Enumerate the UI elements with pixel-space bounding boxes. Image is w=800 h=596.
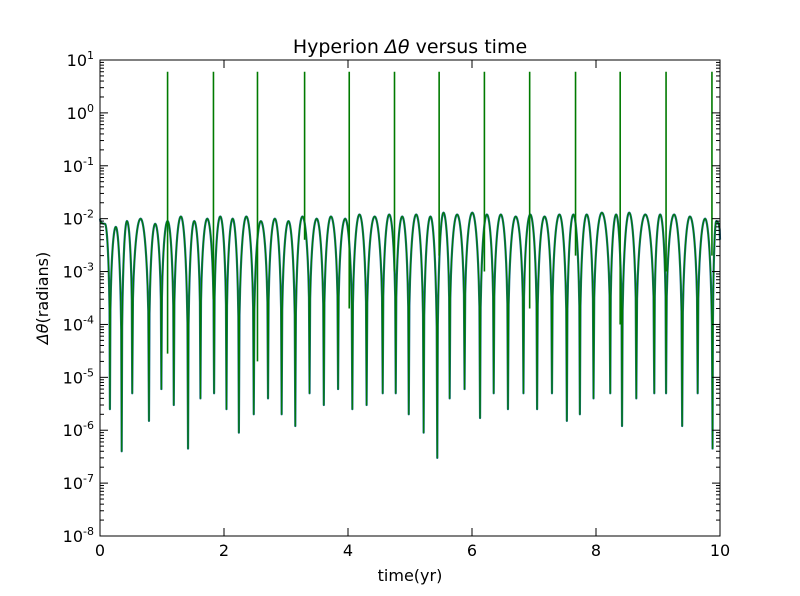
title-post: versus time <box>410 36 528 58</box>
x-axis-title: time(yr) <box>378 566 443 585</box>
y-axis-title: Δθ(radians) <box>33 252 52 346</box>
y-tick-label: 10-3 <box>63 261 94 282</box>
y-tick-label: 10-5 <box>63 366 94 387</box>
x-tick-label: 4 <box>343 541 353 560</box>
x-tick-label: 0 <box>95 541 105 560</box>
y-axis-title-rest: (radians) <box>33 252 52 324</box>
y-tick-label: 10-6 <box>63 419 94 440</box>
x-tick-label: 6 <box>467 541 477 560</box>
series-line-2 <box>99 212 721 459</box>
plot-frame <box>99 59 721 537</box>
y-tick-label: 101 <box>67 49 94 70</box>
y-tick-label: 100 <box>67 102 94 123</box>
y-tick-label: 10-2 <box>63 208 94 229</box>
title-pre: Hyperion <box>293 36 385 58</box>
y-axis-title-symbol: Δθ <box>33 323 52 346</box>
y-tick-label: 10-8 <box>63 525 94 546</box>
title-symbol: Δθ <box>383 36 410 58</box>
x-tick-label: 2 <box>219 541 229 560</box>
y-tick-label: 10-4 <box>63 313 94 334</box>
y-tick-label: 10-7 <box>63 472 94 493</box>
series-layer <box>98 71 722 459</box>
chart-title: Hyperion Δθ versus time <box>293 36 527 58</box>
y-tick-label: 10-1 <box>63 155 94 176</box>
x-tick-label: 10 <box>710 541 730 560</box>
tick-layer: 0 2 4 6 8 10 10-8 10-7 10-6 10-5 10-4 10-3 10-2 10-1 1… <box>63 49 731 560</box>
x-tick-label: 8 <box>591 541 601 560</box>
series-line-1 <box>98 211 722 459</box>
